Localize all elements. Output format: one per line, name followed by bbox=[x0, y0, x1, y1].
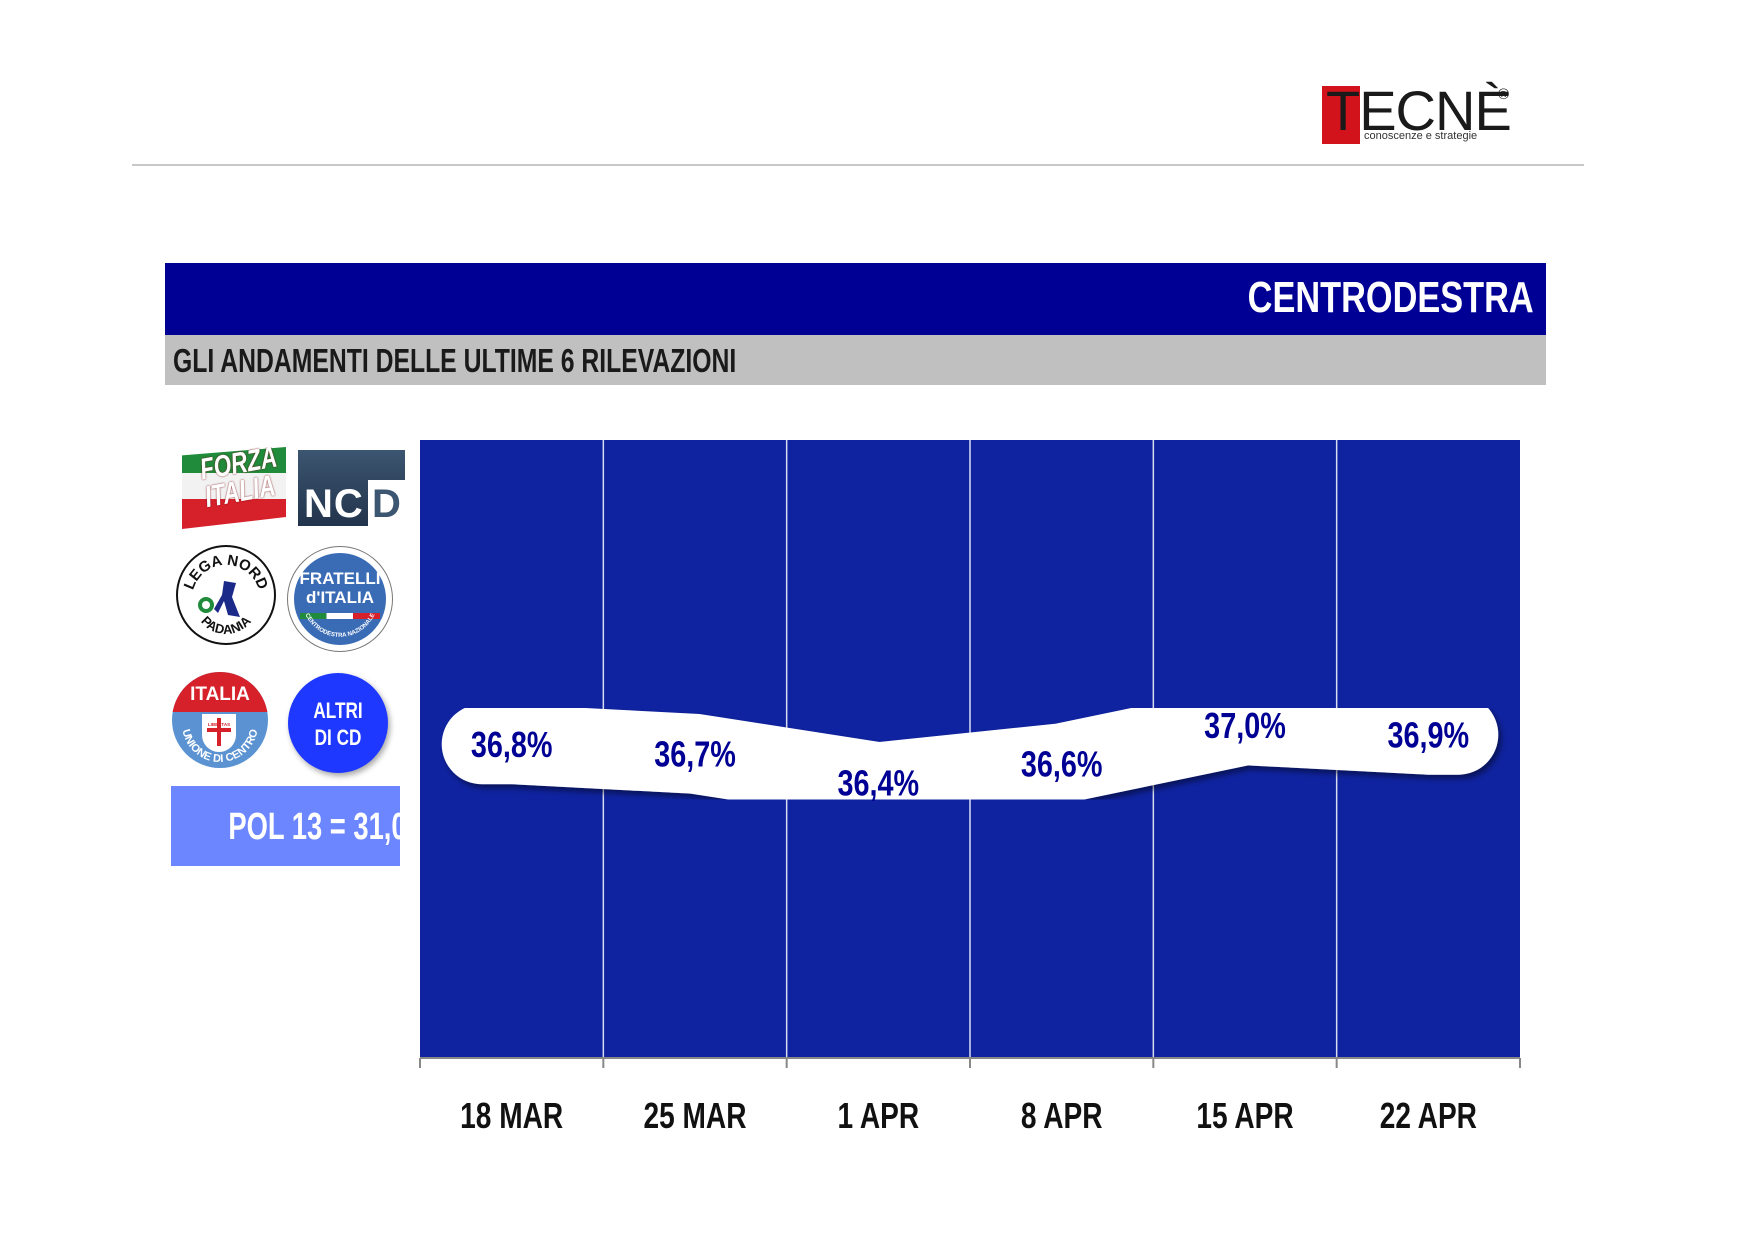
udc-shield-text: LIBERTAS bbox=[208, 722, 230, 727]
lega-nord-emblem: LEGA NORD PADANIA bbox=[181, 552, 272, 638]
lega-nord-logo: LEGA NORD PADANIA bbox=[176, 545, 276, 645]
data-label: 36,4% bbox=[838, 762, 920, 803]
fratelli-italia-text: FRATELLI d'ITALIA bbox=[299, 569, 381, 607]
tecne-tagline: conoscenze e strategie bbox=[1364, 130, 1478, 142]
category-label: 8 APR bbox=[1021, 1096, 1103, 1136]
data-label: 36,9% bbox=[1388, 715, 1470, 756]
tecne-logo: TECNÈ ® conoscenze e strategie bbox=[1322, 79, 1522, 146]
subtitle-bar: GLI ANDAMENTI DELLE ULTIME 6 RILEVAZIONI bbox=[165, 335, 1546, 385]
data-label: 36,7% bbox=[654, 734, 736, 775]
forza-italia-logo: FORZA ITALIA bbox=[182, 447, 286, 529]
header-divider bbox=[132, 164, 1584, 166]
altri-cd-text: ALTRI DI CD bbox=[313, 698, 363, 750]
category-label: 25 MAR bbox=[644, 1096, 747, 1136]
data-label: 36,8% bbox=[471, 724, 553, 765]
category-label: 15 APR bbox=[1196, 1096, 1293, 1136]
lega-nord-bottom-text: PADANIA bbox=[198, 613, 254, 638]
data-label: 36,6% bbox=[1021, 743, 1103, 784]
data-labels: 36,8% 36,7% 36,4% 36,6% 37,0% 36,9% bbox=[471, 705, 1469, 803]
svg-text:UNIONE DI CENTRO: UNIONE DI CENTRO bbox=[179, 727, 260, 765]
ncd-d-letter: D bbox=[372, 482, 401, 526]
altri-cd-logo: ALTRI DI CD bbox=[288, 673, 388, 773]
category-label: 18 MAR bbox=[460, 1096, 563, 1136]
udc-logo: ITALIA LIBERTAS UNIONE DI CENTRO bbox=[172, 672, 268, 768]
registered-mark: ® bbox=[1498, 86, 1510, 103]
tecne-logo-red-block bbox=[1322, 86, 1360, 144]
fratelli-italia-logo: FRATELLI d'ITALIA CENTRODESTRA NAZIONALE bbox=[287, 546, 393, 652]
tecne-logo-wordmark: TECNÈ bbox=[1326, 79, 1512, 142]
ncd-d-tab bbox=[368, 480, 405, 526]
pol-13-label: POL 13 = 31,0% bbox=[228, 806, 431, 848]
forza-italia-text: FORZA ITALIA bbox=[197, 447, 280, 515]
ncd-text: NC bbox=[304, 482, 364, 526]
category-label: 22 APR bbox=[1380, 1096, 1477, 1136]
section-title-bar: CENTRODESTRA bbox=[165, 263, 1546, 335]
udc-italia-text: ITALIA bbox=[190, 684, 250, 705]
svg-text:PADANIA: PADANIA bbox=[198, 613, 254, 638]
category-labels: 18 MAR 25 MAR 1 APR 8 APR 15 APR 22 APR bbox=[460, 1096, 1477, 1136]
ncd-logo: NC D bbox=[298, 450, 405, 526]
tricolore-band bbox=[300, 613, 380, 619]
section-title: CENTRODESTRA bbox=[1247, 273, 1534, 322]
x-axis-ticks bbox=[419, 1058, 1521, 1068]
fratelli-italia-ring-text: CENTRODESTRA NAZIONALE bbox=[304, 613, 377, 639]
series-band bbox=[441, 685, 1499, 823]
udc-ring-text: UNIONE DI CENTRO bbox=[179, 727, 260, 765]
pol-13-box: POL 13 = 31,0% bbox=[171, 786, 431, 866]
line-chart: 36,8% 36,7% 36,4% 36,6% 37,0% 36,9% 18 MAR 25 … bbox=[419, 440, 1521, 1136]
svg-text:CENTRODESTRA NAZIONALE: CENTRODESTRA NAZIONALE bbox=[304, 613, 377, 639]
category-label: 1 APR bbox=[838, 1096, 920, 1136]
data-label: 37,0% bbox=[1204, 705, 1286, 746]
page-subtitle: GLI ANDAMENTI DELLE ULTIME 6 RILEVAZIONI bbox=[173, 342, 737, 379]
